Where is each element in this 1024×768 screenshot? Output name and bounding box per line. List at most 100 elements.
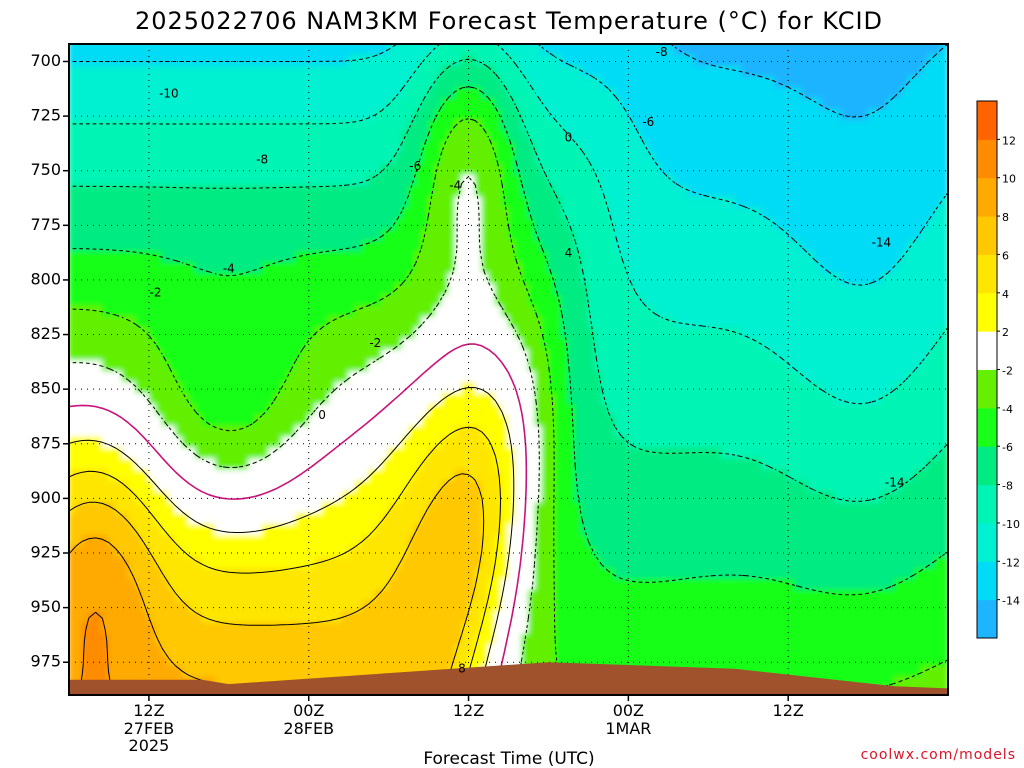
- field-cell: [341, 425, 350, 438]
- field-cell: [301, 207, 310, 220]
- field-cell: [527, 98, 536, 111]
- field-cell: [155, 655, 163, 668]
- field-cell: [101, 294, 110, 307]
- field-cell: [254, 545, 263, 558]
- field-cell: [308, 414, 316, 427]
- field-cell: [561, 491, 569, 504]
- field-cell: [341, 316, 350, 329]
- field-cell: [408, 480, 416, 493]
- field-cell: [547, 622, 556, 635]
- field-cell: [401, 644, 410, 657]
- field-cell: [374, 87, 383, 100]
- field-cell: [434, 109, 443, 121]
- field-cell: [381, 611, 390, 624]
- field-cell: [434, 545, 443, 558]
- field-cell: [494, 567, 503, 580]
- field-cell: [381, 535, 390, 547]
- field-cell: [228, 447, 236, 460]
- field-cell: [261, 76, 270, 89]
- field-cell: [501, 87, 509, 100]
- field-cell: [434, 393, 443, 405]
- field-cell: [334, 109, 343, 121]
- field-cell: [141, 305, 150, 318]
- field-cell: [341, 436, 350, 449]
- field-cell: [81, 338, 90, 351]
- field-cell: [448, 600, 456, 613]
- field-cell: [81, 251, 90, 263]
- field-cell: [195, 54, 203, 67]
- field-cell: [248, 469, 256, 482]
- field-cell: [334, 229, 343, 242]
- field-cell: [534, 469, 543, 482]
- field-cell: [361, 109, 370, 121]
- field-cell: [527, 600, 536, 613]
- field-cell: [195, 196, 203, 209]
- field-cell: [155, 130, 163, 143]
- field-cell: [208, 240, 216, 253]
- field-cell: [441, 611, 450, 624]
- field-cell: [448, 196, 456, 209]
- field-cell: [201, 600, 210, 613]
- field-cell: [281, 65, 290, 78]
- field-cell: [88, 360, 97, 373]
- field-cell: [428, 294, 436, 307]
- field-cell: [308, 447, 316, 460]
- field-cell: [175, 349, 183, 362]
- field-cell: [541, 622, 549, 635]
- field-cell: [281, 163, 290, 176]
- field-cell: [168, 229, 177, 242]
- field-cell: [181, 360, 190, 373]
- field-cell: [221, 611, 230, 624]
- field-cell: [108, 589, 117, 602]
- field-cell: [374, 524, 383, 537]
- field-cell: [155, 44, 163, 56]
- field-cell: [354, 283, 363, 296]
- field-cell: [587, 469, 596, 482]
- field-cell: [368, 261, 376, 274]
- field-cell: [581, 611, 589, 624]
- field-cell: [368, 524, 376, 537]
- field-cell: [567, 294, 576, 307]
- field-cell: [381, 644, 390, 657]
- field-cell: [534, 403, 543, 416]
- field-cell: [141, 109, 150, 121]
- field-cell: [554, 305, 563, 318]
- field-cell: [281, 360, 290, 373]
- field-cell: [314, 480, 323, 493]
- field-cell: [69, 76, 77, 89]
- field-cell: [95, 196, 103, 209]
- field-cell: [301, 109, 310, 121]
- field-cell: [288, 294, 296, 307]
- field-cell: [508, 436, 516, 449]
- field-cell: [341, 54, 350, 67]
- field-cell: [75, 163, 83, 176]
- field-cell: [254, 240, 263, 253]
- field-cell: [254, 360, 263, 373]
- field-cell: [95, 54, 103, 67]
- field-cell: [554, 251, 563, 263]
- field-cell: [414, 480, 423, 493]
- field-cell: [228, 382, 236, 395]
- field-cell: [394, 54, 403, 67]
- field-cell: [414, 283, 423, 296]
- field-cell: [254, 371, 263, 384]
- field-cell: [294, 633, 303, 646]
- field-cell: [168, 109, 177, 121]
- field-cell: [541, 589, 549, 602]
- field-cell: [527, 283, 536, 296]
- field-cell: [115, 44, 123, 45]
- field-cell: [121, 338, 130, 351]
- field-cell: [241, 316, 250, 329]
- field-cell: [274, 360, 283, 373]
- field-cell: [468, 174, 476, 187]
- field-cell: [401, 305, 410, 318]
- field-cell: [101, 185, 110, 198]
- field-cell: [108, 109, 117, 121]
- field-cell: [554, 513, 563, 526]
- field-cell: [148, 305, 157, 318]
- field-cell: [95, 22, 103, 34]
- field-cell: [488, 545, 496, 558]
- field-cell: [328, 316, 336, 329]
- field-cell: [328, 229, 336, 242]
- field-cell: [468, 447, 476, 460]
